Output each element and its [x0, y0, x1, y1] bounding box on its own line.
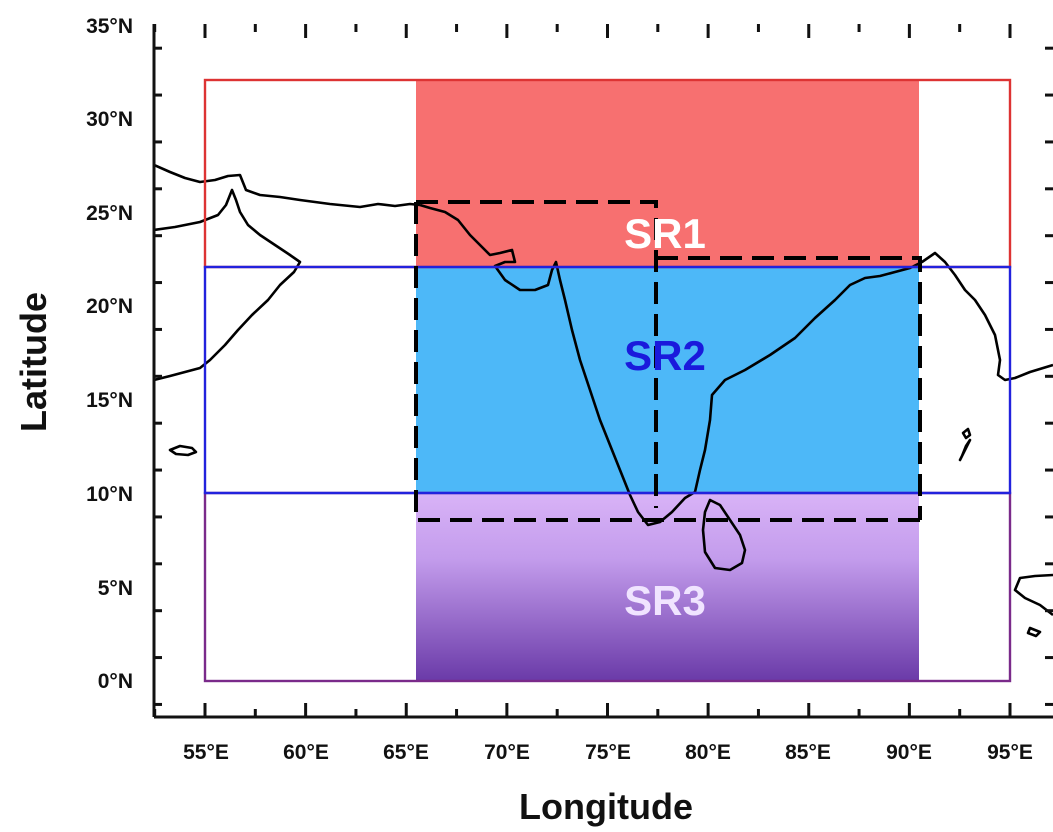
y-tick-label: 25°N — [86, 202, 133, 225]
y-tick-label: 15°N — [86, 389, 133, 412]
x-tick-label: 60°E — [283, 741, 329, 764]
y-tick-label: 35°N — [86, 15, 133, 38]
coastline-arabia — [154, 188, 302, 382]
island-andaman-north — [961, 427, 972, 440]
x-tick-label: 85°E — [785, 741, 831, 764]
region-borders — [203, 78, 1012, 683]
x-tick-label: 75°E — [585, 741, 631, 764]
x-tick-labels: 55°E 60°E 65°E 70°E 75°E 80°E 85°E 90°E … — [183, 741, 1033, 764]
island-sumatra — [1026, 626, 1042, 638]
x-tick-label: 95°E — [987, 741, 1033, 764]
dashed-box-east — [656, 256, 922, 520]
y-tick-labels: 0°N 5°N 10°N 15°N 20°N 25°N 30°N 35°N — [86, 15, 133, 693]
y-tick-label: 0°N — [98, 670, 133, 693]
y-tick-label: 20°N — [86, 295, 133, 318]
region-labels: SR1 SR2 SR3 — [624, 210, 706, 624]
y-tick-label: 5°N — [98, 577, 133, 600]
axis-ticks — [153, 24, 1053, 717]
x-tick-label: 90°E — [886, 741, 932, 764]
sr3-fill — [416, 493, 919, 681]
sr2-border — [203, 265, 1012, 495]
x-tick-label: 80°E — [685, 741, 731, 764]
x-tick-label: 55°E — [183, 741, 229, 764]
coastline-india — [419, 203, 1053, 527]
sr3-label: SR3 — [624, 577, 706, 624]
axes-frame — [152, 24, 1053, 719]
sr2-label: SR2 — [624, 332, 706, 379]
coastline-sri-lanka — [701, 498, 747, 572]
y-axis-title: Latitude — [13, 292, 54, 432]
sr1-label: SR1 — [624, 210, 706, 257]
coastline-malaysia — [1013, 573, 1053, 617]
sr2-fill — [416, 267, 919, 493]
dashed-boxes — [414, 200, 922, 522]
x-tick-label: 70°E — [484, 741, 530, 764]
dashed-box-west — [414, 200, 920, 522]
coastlines — [154, 163, 1053, 638]
x-tick-label: 65°E — [383, 741, 429, 764]
coastline-persia — [154, 163, 421, 209]
island-andaman — [958, 438, 972, 462]
region-fills — [416, 80, 919, 681]
x-axis-title: Longitude — [519, 786, 693, 827]
island-socotra — [168, 444, 198, 457]
y-tick-label: 10°N — [86, 483, 133, 506]
sr1-fill — [416, 80, 919, 267]
y-tick-label: 30°N — [86, 108, 133, 131]
